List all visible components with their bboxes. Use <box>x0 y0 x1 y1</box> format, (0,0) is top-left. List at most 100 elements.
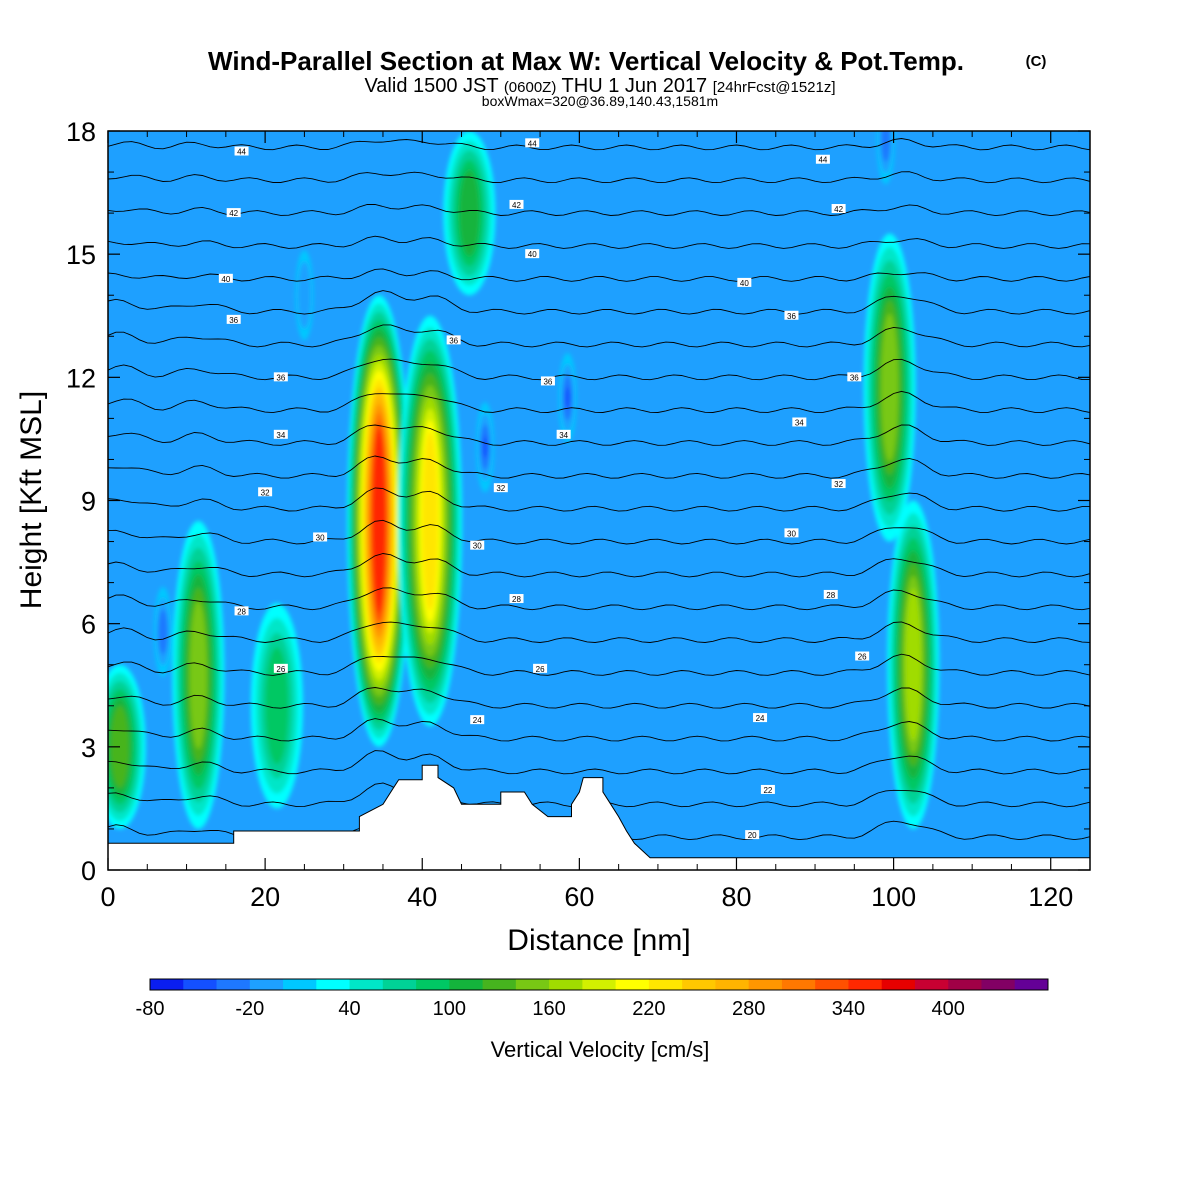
updraft-level <box>422 431 438 611</box>
theta-label-text: 32 <box>261 488 270 497</box>
x-tick-label: 20 <box>250 882 280 912</box>
x-tick-label: 40 <box>407 882 437 912</box>
theta-label: 28 <box>823 589 838 600</box>
theta-label-bg <box>784 310 799 320</box>
theta-label-bg <box>273 372 288 382</box>
colorbar-label: Vertical Velocity [cm/s] <box>491 1037 710 1062</box>
valid-prefix: Valid 1500 JST <box>364 75 498 97</box>
theta-label-bg <box>855 651 870 661</box>
theta-contour <box>108 455 1090 479</box>
theta-label-text: 42 <box>512 201 521 210</box>
theta-contour <box>108 553 1090 578</box>
theta-label-bg <box>533 663 548 673</box>
updraft-level <box>189 601 207 749</box>
theta-contour <box>108 519 1090 545</box>
colorbar: -80 -20 40 100 160 220 280 340 400 <box>136 978 1049 1020</box>
theta-label-text: 32 <box>496 484 505 493</box>
theta-contour <box>108 235 1090 249</box>
theta-label-bg <box>753 713 768 723</box>
colorbar-swatch <box>914 979 949 990</box>
theta-label: 42 <box>509 199 524 210</box>
theta-label-text: 36 <box>850 373 859 382</box>
theta-label: 36 <box>847 372 862 382</box>
updraft-level <box>881 313 899 462</box>
y-tick-label: 15 <box>66 240 96 270</box>
theta-contour <box>108 487 1090 512</box>
theta-label-text: 30 <box>473 542 482 551</box>
theta-contour <box>108 750 1090 775</box>
theta-label-bg <box>525 249 540 259</box>
theta-label-text: 28 <box>826 591 835 600</box>
theta-label: 30 <box>313 532 328 542</box>
theta-label-bg <box>792 417 807 427</box>
theta-label: 40 <box>218 273 233 284</box>
downdraft-level <box>881 131 891 162</box>
colorbar-swatch <box>549 979 583 990</box>
theta-label: 26 <box>855 651 870 662</box>
colorbar-tick-label: 280 <box>732 998 765 1020</box>
theta-label: 42 <box>831 204 846 214</box>
theta-label-bg <box>745 830 760 840</box>
theta-contour <box>108 290 1090 315</box>
colorbar-swatch <box>948 979 982 990</box>
colorbar-swatch <box>283 979 317 990</box>
theta-label: 44 <box>525 138 540 148</box>
downdraft-level <box>158 609 168 655</box>
colorbar-swatch <box>848 979 883 990</box>
theta-label: 32 <box>831 479 846 489</box>
theta-label: 20 <box>745 830 760 840</box>
theta-label: 40 <box>737 277 752 288</box>
colorbar-swatch <box>582 979 617 990</box>
chart-title: Wind-Parallel Section at Max W: Vertical… <box>208 46 964 76</box>
potential-temperature-contours <box>108 138 1090 841</box>
theta-label-bg <box>234 606 249 616</box>
theta-label: 32 <box>493 483 508 493</box>
y-tick-label: 18 <box>66 117 96 147</box>
theta-label: 28 <box>509 594 524 604</box>
theta-label-bg <box>831 479 846 489</box>
theta-label-text: 34 <box>559 431 568 440</box>
colorbar-swatch <box>981 979 1016 990</box>
terrain <box>108 764 1090 870</box>
theta-label-bg <box>831 204 846 214</box>
y-tick-label: 9 <box>81 487 96 517</box>
y-tick-label: 6 <box>81 610 96 640</box>
theta-label-bg <box>313 532 328 542</box>
x-tick-label: 100 <box>871 882 916 912</box>
colorbar-swatch <box>615 979 650 990</box>
theta-label-text: 34 <box>795 418 804 427</box>
theta-label-text: 36 <box>543 377 552 386</box>
theta-label-text: 28 <box>237 607 246 616</box>
theta-contour <box>108 587 1090 611</box>
theta-label-text: 34 <box>276 431 285 440</box>
colorbar-swatch <box>1014 979 1049 990</box>
theta-label-bg <box>446 335 461 345</box>
theta-label: 36 <box>226 314 241 325</box>
theta-label-text: 30 <box>787 529 796 538</box>
updraft-level <box>905 588 922 742</box>
theta-label-text: 42 <box>834 205 843 214</box>
theta-label-text: 24 <box>756 714 765 723</box>
theta-contour <box>108 390 1090 414</box>
theta-label: 24 <box>470 715 485 725</box>
theta-label: 36 <box>784 310 799 321</box>
theta-label: 28 <box>234 606 249 616</box>
downdraft-level <box>297 261 312 329</box>
colorbar-swatch <box>150 979 184 990</box>
theta-label-bg <box>525 138 540 148</box>
theta-contour <box>108 358 1090 381</box>
colorbar-swatch <box>715 979 750 990</box>
theta-label-text: 36 <box>787 312 796 321</box>
theta-label-text: 26 <box>858 653 867 662</box>
x-tick-label: 120 <box>1028 882 1073 912</box>
x-tick-label: 0 <box>100 882 115 912</box>
theta-label-bg <box>273 663 288 673</box>
updraft-level <box>459 169 480 257</box>
theta-label-text: 44 <box>528 139 537 148</box>
colorbar-tick-label: 400 <box>932 998 965 1020</box>
theta-label-text: 24 <box>473 716 482 725</box>
copyright-mark: (C) <box>1026 53 1047 70</box>
y-tick-label: 12 <box>66 363 96 393</box>
theta-label-bg <box>226 208 241 218</box>
